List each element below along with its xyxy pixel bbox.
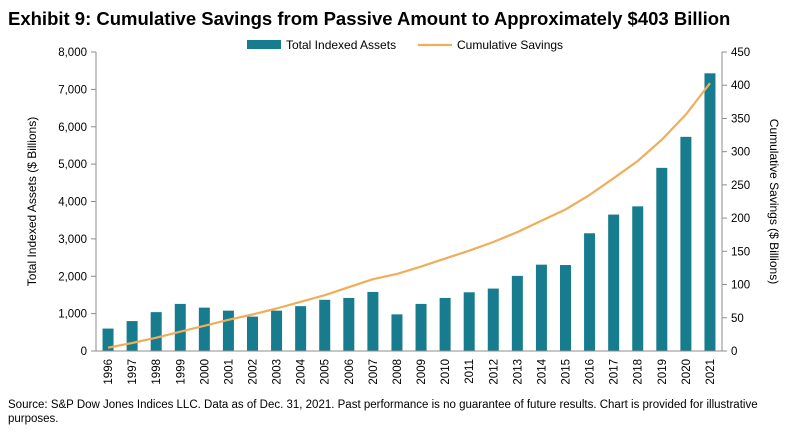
bar: [319, 299, 331, 351]
left-tick-label: 7,000: [58, 84, 87, 96]
bar: [102, 328, 114, 351]
x-tick-label: 2008: [392, 359, 404, 385]
x-tick-label: 2004: [296, 358, 308, 384]
source-note: Source: S&P Dow Jones Indices LLC. Data …: [8, 399, 758, 425]
x-tick-label: 2000: [199, 359, 211, 385]
x-tick-label: 1998: [151, 359, 163, 385]
left-tick-label: 3,000: [58, 234, 87, 246]
bar: [343, 297, 355, 351]
bar: [126, 321, 138, 351]
x-tick-label: 2010: [440, 359, 452, 385]
bar: [198, 307, 210, 351]
bar: [295, 306, 307, 351]
bar: [222, 310, 234, 351]
legend: Total Indexed Assets Cumulative Savings: [247, 38, 563, 52]
bar: [391, 314, 403, 351]
left-tick-label: 5,000: [58, 159, 87, 171]
x-tick-label: 2001: [223, 359, 235, 385]
legend-label-cumulative-savings: Cumulative Savings: [457, 38, 563, 52]
right-tick-label: 0: [731, 346, 737, 358]
bar: [632, 206, 644, 351]
x-tick-label: 2016: [585, 359, 597, 385]
left-tick-label: 4,000: [58, 197, 87, 209]
right-tick-label: 400: [731, 80, 750, 92]
x-tick-label: 2006: [344, 359, 356, 385]
x-tick-label: 2017: [609, 359, 621, 385]
x-tick-label: 2019: [657, 359, 669, 385]
bar: [656, 167, 668, 351]
bar: [367, 291, 379, 351]
x-tick-label: 2021: [705, 359, 717, 385]
left-axis-title: Total Indexed Assets ($ Billions): [25, 117, 39, 286]
x-tick-label: 2007: [368, 359, 380, 385]
bar: [680, 136, 692, 351]
bar: [150, 312, 162, 351]
x-tick-label: 1996: [103, 359, 115, 385]
left-tick-label: 2,000: [58, 271, 87, 283]
x-tick-label: 2018: [633, 359, 645, 385]
right-tick-label: 250: [731, 180, 750, 192]
right-axis: 0 50 100 150 200 250 300 350 400 450 Cumulative Sa…: [721, 47, 781, 358]
x-tick-label: 2003: [272, 359, 284, 385]
x-tick-label: 2005: [320, 359, 332, 385]
bar: [271, 310, 283, 351]
bar: [439, 297, 451, 351]
right-tick-label: 200: [731, 213, 750, 225]
chart-title: Exhibit 9: Cumulative Savings from Passi…: [8, 8, 731, 29]
cumulative-savings-line: [107, 82, 711, 349]
line-series: [107, 82, 711, 349]
left-axis: 0 1,000 2,000 3,000 4,000 5,000 6,000 7,000 8,00…: [25, 47, 97, 358]
left-tick-label: 6,000: [58, 122, 87, 134]
legend-label-total-indexed-assets: Total Indexed Assets: [286, 38, 396, 52]
right-axis-title: Cumulative Savings ($ Billions): [767, 119, 781, 284]
bar: [511, 275, 523, 351]
bar: [704, 73, 716, 352]
right-tick-label: 450: [731, 47, 750, 59]
bar: [584, 233, 596, 351]
x-tick-label: 2013: [512, 359, 524, 385]
x-tick-label: 2011: [464, 359, 476, 384]
right-tick-label: 350: [731, 113, 750, 125]
bar: [487, 288, 499, 351]
x-tick-label: 2014: [536, 358, 548, 384]
bar: [174, 303, 186, 351]
right-tick-label: 300: [731, 147, 750, 159]
x-axis: 1996 1997 1998 1999 2000 2001 2002 2003 2004 2005…: [96, 350, 722, 385]
left-tick-label: 0: [81, 346, 87, 358]
bar: [247, 316, 258, 351]
right-tick-label: 150: [731, 246, 750, 258]
x-tick-label: 2020: [681, 359, 693, 385]
x-tick-label: 2012: [488, 359, 500, 385]
right-tick-label: 100: [731, 280, 750, 292]
x-tick-label: 1999: [175, 359, 187, 385]
right-tick-label: 50: [731, 313, 744, 325]
x-tick-label: 2015: [561, 359, 573, 385]
legend-bar-swatch: [247, 40, 281, 49]
x-tick-label: 2002: [248, 359, 260, 385]
bar: [415, 303, 427, 351]
x-tick-label: 2009: [416, 359, 428, 385]
bar: [535, 264, 547, 351]
x-tick-label: 1997: [127, 359, 139, 385]
left-tick-label: 8,000: [58, 47, 87, 59]
bar: [560, 265, 571, 351]
bar: [463, 292, 475, 351]
left-tick-label: 1,000: [58, 309, 87, 321]
bar-series: [102, 73, 716, 352]
bar: [608, 214, 620, 351]
